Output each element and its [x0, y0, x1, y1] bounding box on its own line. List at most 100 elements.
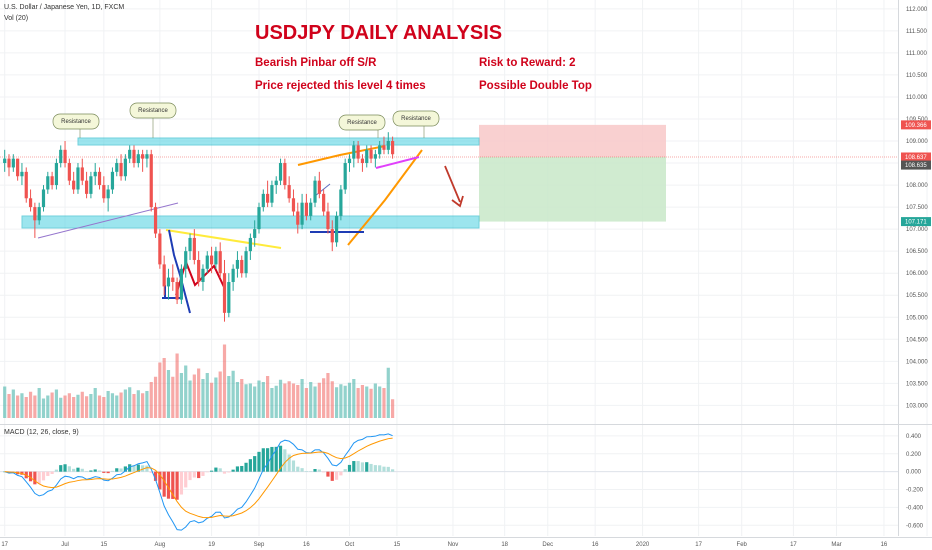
candle-body: [132, 149, 136, 164]
candle-body: [149, 154, 153, 208]
candle-body: [84, 180, 89, 194]
candle: [141, 149, 145, 172]
candle: [317, 171, 321, 199]
candle: [136, 149, 140, 168]
macd-histogram-bar: [93, 469, 97, 472]
candle-body: [153, 207, 158, 234]
candle-body: [102, 185, 106, 199]
candle: [261, 189, 265, 212]
candle-body: [89, 176, 93, 194]
time-tick-label: Feb: [737, 542, 748, 548]
candle-body: [313, 180, 317, 203]
volume-bar: [352, 379, 356, 418]
price-tag-label: 107.171: [905, 220, 927, 226]
price-tag-box: [901, 152, 931, 162]
volume-bar: [240, 379, 244, 418]
candle-body: [304, 202, 308, 216]
candle-body: [382, 145, 386, 150]
volume-bar: [132, 394, 136, 418]
candle: [153, 202, 158, 238]
macd-histogram-bar: [382, 466, 386, 472]
candle: [162, 255, 166, 296]
candle: [123, 154, 127, 181]
candle-body: [205, 255, 209, 269]
volume-bar: [136, 390, 140, 418]
volume-bar: [300, 379, 304, 418]
macd-histogram-bar: [347, 464, 352, 472]
price-tag-box: [901, 160, 931, 170]
candle: [266, 180, 270, 208]
volume-bar: [222, 344, 227, 418]
volume-bar: [89, 394, 93, 418]
macd-histogram-bar: [119, 468, 123, 472]
candle: [28, 189, 33, 212]
volume-bar: [192, 374, 196, 418]
candle-body: [253, 229, 257, 238]
macd-histogram-bar: [141, 465, 145, 472]
candle-body: [37, 207, 41, 221]
volume-bar: [235, 382, 240, 418]
time-tick-label: 16: [592, 542, 599, 548]
candle: [33, 202, 37, 238]
price-tick-label: 103.000: [906, 403, 928, 409]
volume-bar: [365, 386, 369, 418]
volume-bar: [197, 368, 201, 418]
candle: [209, 246, 214, 274]
volume-bar: [309, 382, 313, 418]
volume-bar: [360, 385, 365, 418]
volume-bar: [54, 389, 59, 418]
candle: [270, 180, 274, 208]
candle-body: [209, 255, 214, 265]
candle-body: [7, 158, 11, 168]
macd-histogram-bar: [50, 471, 54, 474]
volume-bar: [382, 388, 386, 418]
macd-tick-label: 0.400: [906, 434, 922, 440]
macd-histogram-bar: [37, 471, 41, 484]
grid-lines: [0, 0, 928, 536]
volume-bar: [37, 388, 41, 418]
time-tick-label: Aug: [155, 542, 166, 548]
macd-histogram-bar: [300, 468, 304, 472]
candle-body: [171, 277, 175, 282]
candle: [41, 185, 46, 212]
candle: [386, 132, 390, 155]
volume-bar: [3, 386, 7, 418]
macd-histogram-bar: [266, 448, 270, 472]
analysis-note: Price rejected this level 4 times: [255, 80, 426, 92]
candle-body: [386, 141, 390, 150]
price-tag-label: 109.366: [905, 123, 927, 129]
macd-histogram-bar: [46, 471, 50, 476]
macd-histogram-bar: [339, 471, 343, 476]
candle: [244, 246, 248, 278]
volume-bar: [166, 370, 171, 418]
price-tick-label: 108.000: [906, 183, 928, 189]
time-tick-label: 17: [1, 542, 8, 548]
candle-body: [261, 193, 265, 208]
time-tick-label: 17: [790, 542, 797, 548]
candle-body: [93, 171, 97, 177]
macd-histogram-bar: [257, 451, 261, 472]
volume-bar: [24, 397, 28, 418]
macd-histogram-bar: [76, 467, 80, 472]
price-tag-box: [901, 120, 931, 130]
volume-bar: [128, 387, 132, 418]
candle-body: [278, 163, 283, 181]
volume-bar: [304, 388, 308, 418]
callout-bubble: [129, 102, 177, 119]
candle: [93, 163, 97, 186]
volume-bar: [231, 370, 235, 418]
volume-bar: [102, 397, 106, 418]
volume-bar: [145, 391, 149, 418]
candle: [197, 251, 201, 287]
orange-lower: [347, 149, 423, 246]
reward-box: [479, 156, 666, 222]
volume-bar: [59, 397, 63, 418]
volume-bar: [386, 367, 390, 418]
macd-histogram-bar: [352, 461, 356, 472]
candle: [102, 176, 106, 203]
time-tick-label: 18: [501, 542, 508, 548]
macd-histogram-bar: [317, 469, 321, 472]
volume-bar: [153, 376, 158, 418]
volume-bar: [227, 376, 231, 418]
